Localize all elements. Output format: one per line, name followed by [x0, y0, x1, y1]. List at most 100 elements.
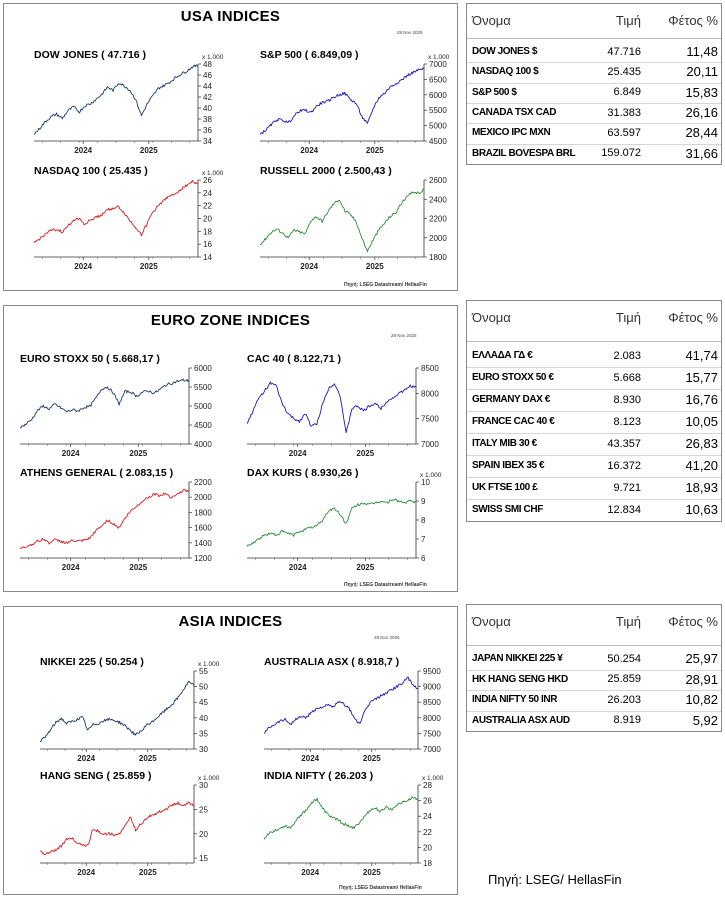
- series-line-nasdaq-100: [33, 179, 199, 244]
- chart-nikkei225: NIKKEI 225 ( 50.254 ) x 1.000 30 35 40 45 50 55…: [30, 655, 230, 773]
- row-name: GERMANY DAX €: [472, 394, 550, 405]
- row-price: 47.716: [607, 45, 641, 58]
- table-row: GERMANY DAX € 8.930 16,76: [467, 389, 721, 411]
- row-ytd: 20,11: [686, 64, 718, 80]
- x-tick-label: 2025: [129, 449, 147, 458]
- x-tick-label: 2025: [356, 563, 374, 572]
- x-tick-label: 2025: [363, 868, 381, 877]
- x-tick-label: 2024: [301, 868, 319, 877]
- row-divider: [467, 82, 721, 84]
- x-tick-label: 2025: [366, 146, 384, 155]
- x-tick-label: 2024: [77, 754, 95, 763]
- row-price: 159.072: [601, 147, 641, 160]
- table-row: EURO STOXX 50 € 5.668 15,77: [467, 367, 721, 389]
- x-tick-label: 2025: [140, 146, 158, 155]
- y-tick-label: 8500: [421, 364, 439, 373]
- chart-title: NIKKEI 225 ( 50.254 ): [40, 656, 144, 668]
- chart-sp500: S&P 500 ( 6.849,09 ) x 1.000 4500 5000 5500 6…: [250, 48, 460, 165]
- y-tick-label: 1800: [194, 508, 212, 517]
- row-ytd: 18,93: [685, 480, 718, 495]
- chart-svg: NASDAQ 100 ( 25.435 ) x 1.000 14 16 18 20 22 24…: [33, 165, 224, 271]
- y-tick-label: 1600: [194, 524, 212, 533]
- x-tick-label: 2025: [139, 868, 157, 877]
- y-tick-label: 7: [421, 535, 426, 544]
- header-price: Τιμή: [615, 310, 641, 325]
- y-tick-label: 8000: [423, 714, 441, 723]
- table-row: FRANCE CAC 40 € 8.123 10,05: [467, 411, 721, 433]
- chart-svg: AUSTRALIA ASX ( 8.918,7 ) 7000 7500 8000 850…: [263, 656, 441, 763]
- row-divider: [467, 499, 721, 500]
- x-tick-label: 2024: [74, 262, 92, 271]
- row-ytd: 41,20: [685, 458, 718, 473]
- chart-title: AUSTRALIA ASX ( 8.918,7 ): [264, 656, 399, 668]
- row-name: FRANCE CAC 40 €: [472, 416, 555, 427]
- chart-euro-stoxx-50: EURO STOXX 50 ( 5.668,17 ) 4000 4500 5000 55…: [10, 352, 225, 468]
- chart-title: S&P 500 ( 6.849,09 ): [260, 49, 358, 61]
- panel-title: ASIA INDICES: [178, 613, 283, 630]
- row-name: BRAZIL BOVESPA BRL: [472, 147, 576, 159]
- chart-multiplier: x 1.000: [202, 54, 224, 61]
- chart-multiplier: x 1.000: [420, 472, 442, 479]
- table-row: UK FTSE 100 £ 9.721 18,93: [467, 477, 721, 499]
- row-price: 6.849: [613, 86, 641, 99]
- panel-title: USA INDICES: [180, 8, 281, 25]
- y-tick-label: 4500: [194, 421, 212, 430]
- y-tick-label: 6: [421, 554, 426, 563]
- table-row: INDIA NIFTY 50 INR 26.203 10,82: [467, 690, 721, 711]
- y-tick-label: 2600: [429, 176, 447, 185]
- y-tick-label: 30: [199, 745, 208, 754]
- chart-svg: CAC 40 ( 8.122,71 ) 7000 7500 8000 8500 2024 2…: [246, 353, 439, 458]
- row-price: 2.083: [613, 349, 641, 362]
- row-price: 25.435: [607, 65, 641, 78]
- row-ytd: 11,48: [686, 44, 718, 60]
- header-name: Όνομα: [472, 310, 511, 325]
- y-tick-label: 18: [423, 859, 432, 868]
- chart-svg: NIKKEI 225 ( 50.254 ) x 1.000 30 35 40 45 50 55…: [39, 656, 220, 763]
- y-tick-label: 14: [203, 253, 212, 262]
- panel-title: EURO ZONE INDICES: [150, 312, 311, 329]
- row-ytd: 15,77: [685, 370, 718, 385]
- y-tick-label: 5500: [194, 383, 212, 392]
- chart-title: INDIA NIFTY ( 26.203 ): [264, 770, 373, 782]
- row-name: UK FTSE 100 £: [472, 482, 538, 493]
- row-price: 5.668: [613, 371, 641, 384]
- chart-nasdaq100: NASDAQ 100 ( 25.435 ) x 1.000 14 16 18 20 22 24…: [24, 164, 234, 281]
- row-ytd: 16,76: [685, 392, 718, 407]
- euro-zone-table: Όνομα Τιμή Φέτος % ΕΛΛΑΔΑ ΓΔ € 2.083 41,74 EUR…: [466, 300, 722, 522]
- row-divider: [467, 62, 721, 64]
- row-ytd: 28,91: [685, 671, 718, 687]
- row-ytd: 25,97: [685, 651, 718, 667]
- series-line-s-p-500: [259, 67, 425, 135]
- row-price: 8.123: [613, 415, 641, 428]
- table-row: ΕΛΛΑΔΑ ΓΔ € 2.083 41,74: [467, 345, 721, 367]
- footer-source: Πηγή: LSEG/ HellasFin: [488, 872, 622, 887]
- y-tick-label: 42: [203, 93, 212, 102]
- header-name: Όνομα: [472, 614, 511, 629]
- y-tick-label: 1200: [194, 554, 212, 563]
- y-tick-label: 30: [199, 781, 208, 790]
- y-tick-label: 26: [203, 176, 212, 185]
- euro-zone-panel: EURO ZONE INDICES 28 Nov 2025 EURO STOXX…: [3, 305, 458, 592]
- x-tick-label: 2024: [300, 262, 318, 271]
- y-tick-label: 16: [203, 240, 212, 249]
- row-name: MEXICO IPC MXN: [472, 127, 551, 139]
- header-ytd: Φέτος %: [668, 13, 718, 28]
- row-name: EURO STOXX 50 €: [472, 372, 554, 383]
- table-header: Όνομα Τιμή Φέτος %: [467, 605, 721, 635]
- row-name: AUSTRALIA ASX AUD: [472, 714, 570, 726]
- y-tick-label: 10: [421, 478, 430, 487]
- y-tick-label: 2400: [429, 195, 447, 204]
- y-tick-label: 40: [199, 714, 208, 723]
- row-ytd: 41,74: [685, 348, 718, 363]
- chart-india-nifty: INDIA NIFTY ( 26.203 ) x 1.000 18 20 22 24 26 2…: [254, 769, 454, 887]
- x-tick-label: 2024: [289, 449, 307, 458]
- row-ytd: 31,66: [685, 145, 718, 161]
- x-tick-label: 2024: [62, 563, 80, 572]
- y-tick-label: 28: [423, 781, 432, 790]
- y-tick-label: 25: [199, 805, 208, 814]
- row-name: ITALY MIB 30 €: [472, 438, 537, 449]
- series-line-dow-jones: [33, 64, 199, 135]
- y-tick-label: 34: [203, 137, 212, 146]
- chart-russell2000: RUSSELL 2000 ( 2.500,43 ) 1800 2000 2200 240…: [250, 164, 460, 281]
- row-ytd: 15,83: [685, 84, 718, 100]
